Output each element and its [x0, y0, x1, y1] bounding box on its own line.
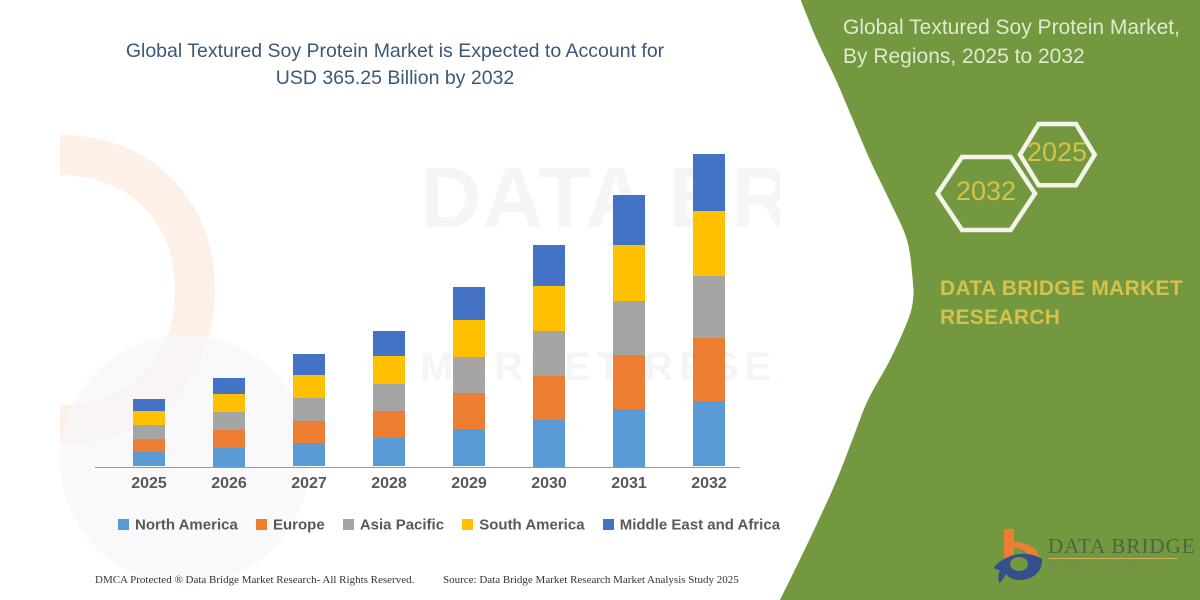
svg-text:2025: 2025	[1027, 137, 1087, 167]
svg-text:2032: 2032	[956, 176, 1016, 206]
